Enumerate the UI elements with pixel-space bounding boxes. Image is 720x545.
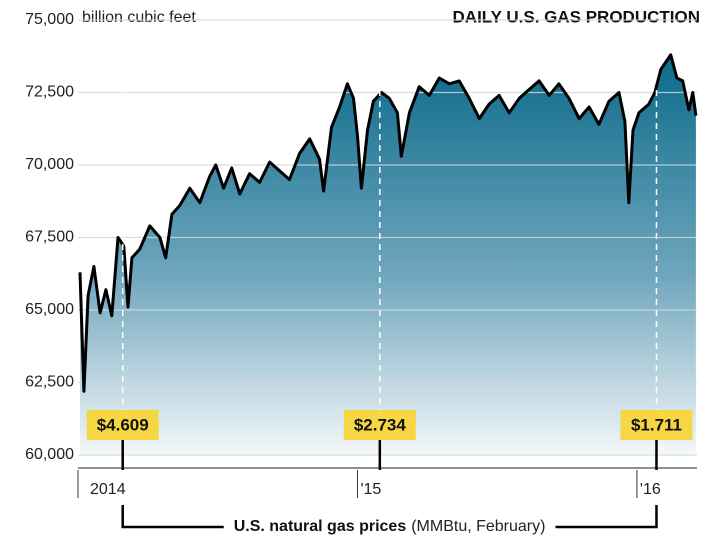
price-caption: U.S. natural gas prices [234, 518, 407, 535]
price-box [86, 410, 159, 440]
chart-title: DAILY U.S. GAS PRODUCTION [453, 7, 700, 26]
area-fill [80, 54, 696, 456]
plot: 60,000 62,500 65,000 67,500 70,000 72,500 75,0… [25, 11, 698, 529]
y-tick-label: 72,500 [25, 84, 74, 101]
y-tick-label: 67,500 [25, 229, 74, 246]
price-box [620, 410, 693, 440]
price-box [343, 410, 416, 440]
price-unit: (MMBtu, February) [411, 518, 545, 535]
y-tick-label: 70,000 [25, 156, 74, 173]
y-tick-label: 60,000 [25, 446, 74, 463]
y-tick-label: 75,000 [25, 11, 74, 28]
y-unit: billion cubic feet [82, 9, 196, 26]
line [78, 53, 698, 393]
bracket [555, 505, 658, 529]
y-tick-label: 62,500 [25, 374, 74, 391]
y-tick-label: 65,000 [25, 301, 74, 318]
x-tick-label: '16 [640, 481, 661, 498]
x-tick-label: 2014 [90, 481, 126, 498]
x-tick-label: '15 [360, 481, 381, 498]
price-label: $2.734 [354, 415, 407, 434]
bracket [121, 505, 224, 529]
price-label: $4.609 [97, 415, 149, 434]
price-label: $1.711 [631, 415, 682, 434]
